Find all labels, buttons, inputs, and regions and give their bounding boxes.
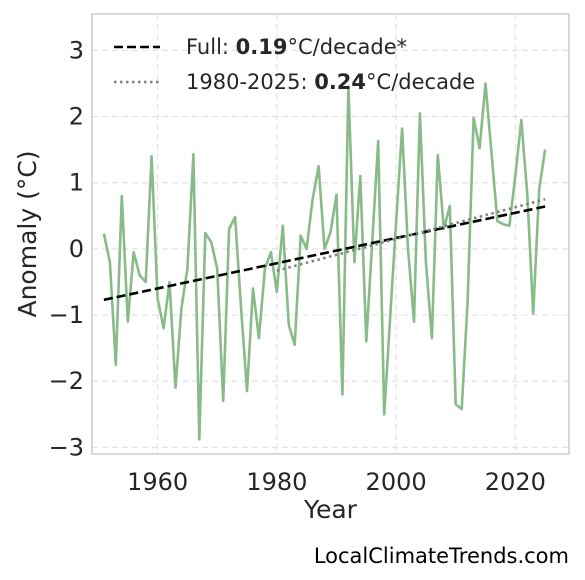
legend-recent-suffix: °C/decade (366, 70, 475, 94)
x-tick-label: 2000 (366, 468, 427, 496)
legend-recent-text: 1980-2025: 0.24°C/decade (186, 70, 475, 94)
y-tick-label: −1 (49, 301, 84, 329)
x-axis-label: Year (303, 495, 358, 524)
legend-full-suffix: °C/decade* (288, 35, 408, 59)
legend-full-prefix: Full: (186, 35, 236, 59)
y-tick-label: −2 (49, 367, 84, 395)
x-tick-label: 1960 (127, 468, 188, 496)
recent-trend-line (276, 198, 546, 272)
legend: Full: 0.19°C/decade* 1980-2025: 0.24°C/d… (114, 35, 475, 94)
legend-recent-prefix: 1980-2025: (186, 70, 314, 94)
series-layer (102, 82, 547, 441)
legend-full-text: Full: 0.19°C/decade* (186, 35, 407, 59)
anomaly-line (102, 82, 547, 441)
legend-recent-value: 0.24 (314, 70, 366, 94)
y-tick-label: 0 (69, 235, 84, 263)
full-trend-line (103, 205, 546, 302)
x-tick-label: 2020 (485, 468, 546, 496)
y-tick-labels: −3 −2 −1 0 1 2 3 (49, 36, 84, 461)
legend-full-value: 0.19 (236, 35, 288, 59)
y-tick-label: −3 (49, 433, 84, 461)
y-tick-label: 3 (69, 36, 84, 64)
site-credit: LocalClimateTrends.com (313, 544, 569, 568)
x-tick-labels: 1960 1980 2000 2020 (127, 468, 546, 496)
x-tick-label: 1980 (246, 468, 307, 496)
y-tick-label: 2 (69, 103, 84, 131)
plot-frame (91, 13, 570, 455)
y-axis-label: Anomaly (°C) (13, 150, 42, 317)
y-tick-label: 1 (69, 169, 84, 197)
